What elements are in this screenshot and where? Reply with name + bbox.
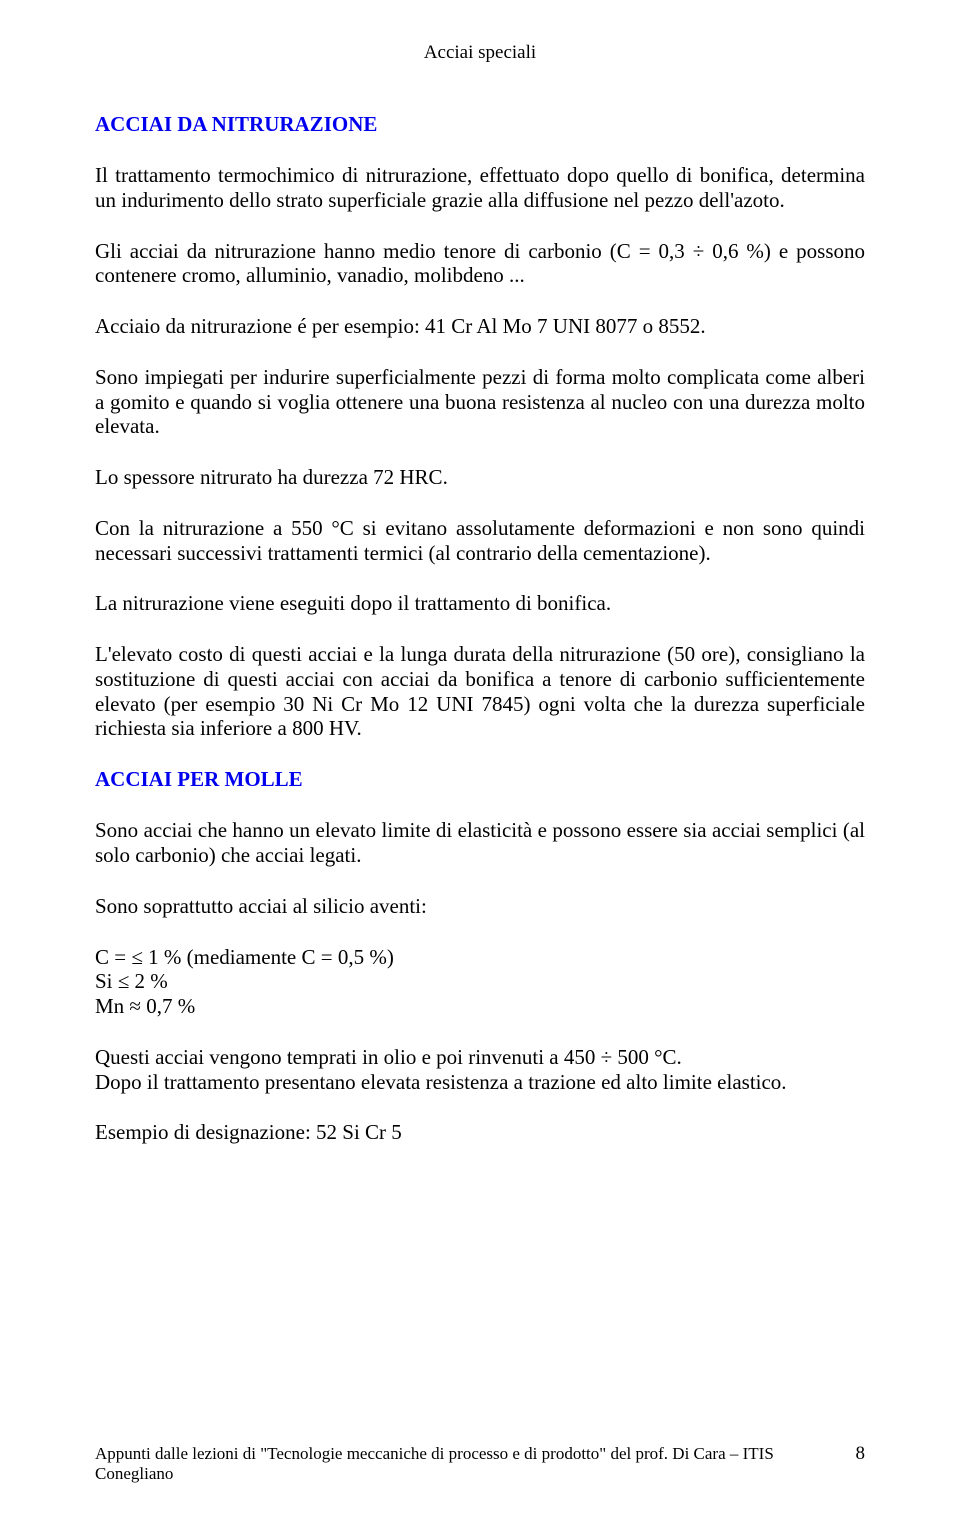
paragraph-line: Dopo il trattamento presentano elevata r… — [95, 1070, 865, 1095]
paragraph: Lo spessore nitrurato ha durezza 72 HRC. — [95, 465, 865, 490]
paragraph: Sono soprattutto acciai al silicio avent… — [95, 894, 865, 919]
section-title-nitrurazione: ACCIAI DA NITRURAZIONE — [95, 112, 865, 137]
paragraph-block: Questi acciai vengono temprati in olio e… — [95, 1045, 865, 1095]
paragraph: Sono impiegati per indurire superficialm… — [95, 365, 865, 439]
footer-text: Appunti dalle lezioni di "Tecnologie mec… — [95, 1444, 856, 1484]
paragraph: Il trattamento termochimico di nitrurazi… — [95, 163, 865, 213]
composition-line: C = ≤ 1 % (mediamente C = 0,5 %) — [95, 945, 865, 970]
header-title: Acciai speciali — [424, 42, 536, 63]
paragraph: Esempio di designazione: 52 Si Cr 5 — [95, 1120, 865, 1145]
page-footer: Appunti dalle lezioni di "Tecnologie mec… — [95, 1443, 865, 1484]
paragraph: L'elevato costo di questi acciai e la lu… — [95, 642, 865, 741]
composition-block: C = ≤ 1 % (mediamente C = 0,5 %) Si ≤ 2 … — [95, 945, 865, 1019]
paragraph: Con la nitrurazione a 550 °C si evitano … — [95, 516, 865, 566]
paragraph: Gli acciai da nitrurazione hanno medio t… — [95, 239, 865, 289]
section-title-molle: ACCIAI PER MOLLE — [95, 767, 865, 792]
paragraph-line: Questi acciai vengono temprati in olio e… — [95, 1045, 865, 1070]
paragraph: La nitrurazione viene eseguiti dopo il t… — [95, 591, 865, 616]
paragraph: Acciaio da nitrurazione é per esempio: 4… — [95, 314, 865, 339]
composition-line: Si ≤ 2 % — [95, 969, 865, 994]
composition-line: Mn ≈ 0,7 % — [95, 994, 865, 1019]
page-number: 8 — [856, 1443, 866, 1465]
paragraph: Sono acciai che hanno un elevato limite … — [95, 818, 865, 868]
page-header: Acciai speciali — [95, 42, 865, 64]
